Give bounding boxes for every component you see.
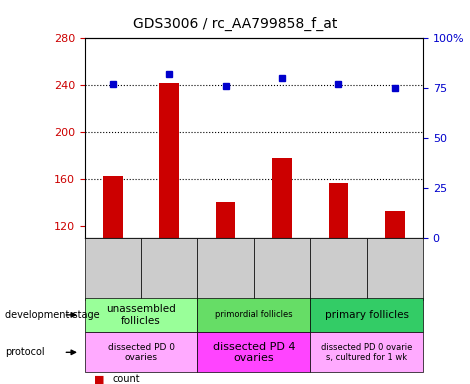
Text: GDS3006 / rc_AA799858_f_at: GDS3006 / rc_AA799858_f_at: [133, 17, 337, 31]
Bar: [385, 211, 405, 367]
Bar: [216, 202, 235, 367]
Text: protocol: protocol: [5, 347, 44, 358]
Text: count: count: [113, 374, 141, 384]
Bar: [272, 158, 292, 367]
Text: unassembled
follicles: unassembled follicles: [106, 304, 176, 326]
Text: primary follicles: primary follicles: [325, 310, 408, 320]
Bar: [103, 176, 123, 367]
Bar: [329, 183, 348, 367]
Text: dissected PD 0
ovaries: dissected PD 0 ovaries: [108, 343, 174, 362]
Text: ■: ■: [94, 374, 104, 384]
Text: primordial follicles: primordial follicles: [215, 310, 293, 319]
Text: development stage: development stage: [5, 310, 99, 320]
Text: dissected PD 4
ovaries: dissected PD 4 ovaries: [212, 341, 295, 363]
Text: dissected PD 0 ovarie
s, cultured for 1 wk: dissected PD 0 ovarie s, cultured for 1 …: [321, 343, 412, 362]
Bar: [159, 83, 179, 367]
